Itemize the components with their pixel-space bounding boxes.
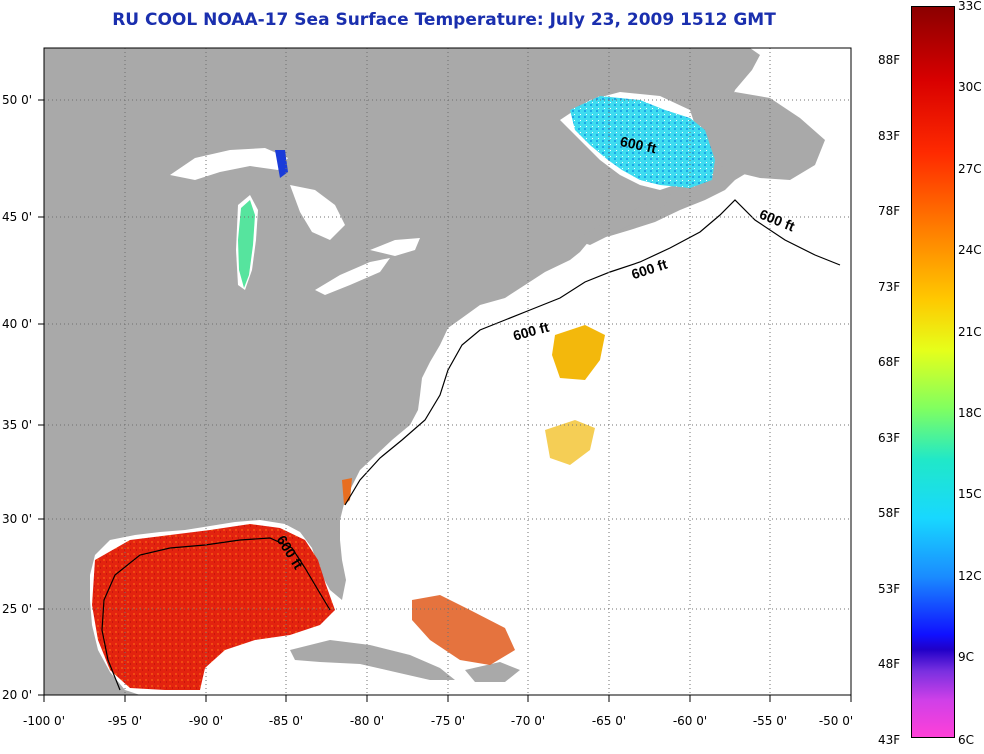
temperature-colorbar xyxy=(911,6,955,738)
contour-label: 600 ft xyxy=(619,133,658,156)
x-tick-label: -95 0' xyxy=(107,714,143,728)
land-nova-scotia xyxy=(575,192,672,245)
colorbar-celsius-label: 24C xyxy=(958,243,982,257)
colorbar-celsius-label: 12C xyxy=(958,569,982,583)
x-tick-label: -90 0' xyxy=(188,714,224,728)
x-tick-label: -70 0' xyxy=(510,714,546,728)
colorbar-celsius-label: 33C xyxy=(958,0,982,13)
sst-gulf-of-mexico xyxy=(92,524,335,690)
colorbar-fahrenheit-label: 83F xyxy=(878,129,901,143)
sst-offshore-patch-1 xyxy=(552,325,605,380)
colorbar-celsius-label: 18C xyxy=(958,406,982,420)
colorbar-fahrenheit-label: 58F xyxy=(878,506,901,520)
sst-offshore-patch-2 xyxy=(545,420,595,465)
colorbar-celsius-label: 27C xyxy=(958,162,982,176)
sst-lake-superior-east xyxy=(275,150,288,178)
land-cuba xyxy=(290,640,455,680)
x-tick-label: -75 0' xyxy=(430,714,466,728)
y-tick-label: 20 0' xyxy=(2,688,33,702)
land-newfoundland xyxy=(700,92,825,180)
x-tick-label: -50 0' xyxy=(818,714,854,728)
isobath-600ft-atlantic xyxy=(344,199,841,506)
x-tick-label: -85 0' xyxy=(268,714,304,728)
y-tick-label: 35 0' xyxy=(2,418,33,432)
lake-superior xyxy=(170,148,288,180)
lake-huron xyxy=(290,185,345,240)
x-tick-label: -100 0' xyxy=(23,714,65,728)
lake-erie xyxy=(315,258,390,295)
sst-caribbean-patch xyxy=(412,595,515,665)
map-title: RU COOL NOAA-17 Sea Surface Temperature:… xyxy=(112,10,776,30)
colorbar-celsius-label: 21C xyxy=(958,325,982,339)
y-tick-label: 50 0' xyxy=(2,93,33,107)
colorbar-fahrenheit-label: 78F xyxy=(878,204,901,218)
land-hispaniola xyxy=(465,662,520,682)
x-tick-label: -55 0' xyxy=(752,714,788,728)
colorbar-fahrenheit-label: 48F xyxy=(878,657,901,671)
colorbar-celsius-label: 6C xyxy=(958,733,975,747)
colorbar-fahrenheit-label: 68F xyxy=(878,355,901,369)
colorbar-celsius-label: 15C xyxy=(958,487,982,501)
axis-ticks xyxy=(38,99,852,702)
sst-lake-michigan xyxy=(238,200,255,288)
colorbar-celsius-label: 30C xyxy=(958,80,982,94)
grid-lines xyxy=(44,48,851,695)
colorbar-fahrenheit-label: 53F xyxy=(878,582,901,596)
colorbar-celsius-label: 9C xyxy=(958,650,975,664)
colorbar-fahrenheit-label: 73F xyxy=(878,280,901,294)
y-tick-label: 30 0' xyxy=(2,512,33,526)
x-tick-label: -60 0' xyxy=(672,714,708,728)
y-tick-label: 45 0' xyxy=(2,210,33,224)
y-tick-label: 40 0' xyxy=(2,317,33,331)
colorbar-fahrenheit-label: 43F xyxy=(878,733,901,747)
isobath-600ft-gulf xyxy=(101,537,331,691)
x-tick-label: -65 0' xyxy=(591,714,627,728)
x-tick-label: -80 0' xyxy=(349,714,385,728)
y-tick-label: 25 0' xyxy=(2,602,33,616)
sst-st-lawrence xyxy=(570,96,715,188)
lake-ontario xyxy=(370,238,420,256)
colorbar-fahrenheit-label: 88F xyxy=(878,53,901,67)
land-north-america xyxy=(44,48,800,695)
colorbar-fahrenheit-label: 63F xyxy=(878,431,901,445)
